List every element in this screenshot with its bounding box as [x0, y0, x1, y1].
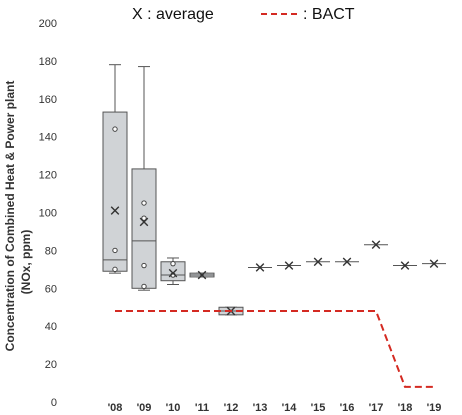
- box-data-point: [141, 215, 147, 221]
- y-axis-title-line1: Concentration of Combined Heat & Power p…: [3, 81, 17, 352]
- box-data-point: [112, 126, 118, 132]
- box-series: [102, 64, 244, 316]
- average-x-stroke: [255, 263, 265, 272]
- box-data-point: [141, 283, 147, 290]
- bact-series: [115, 310, 434, 388]
- y-tick-label: 200: [39, 18, 57, 30]
- y-tick-label: 60: [45, 283, 57, 295]
- x-tick-label: '19: [427, 402, 442, 414]
- x-axis: '08 '09 '10 '11 '12 '13 '14 '15 '16 '17 '18 '19: [108, 402, 442, 414]
- box-plot: [160, 257, 186, 286]
- bact-line: [115, 310, 434, 388]
- box-data-point: [112, 247, 118, 254]
- box-plot: [102, 64, 128, 274]
- y-tick-label: 20: [45, 359, 57, 371]
- average-marker: [393, 261, 417, 270]
- y-tick-label: 120: [39, 170, 57, 182]
- box-plot: [131, 66, 157, 291]
- average-x-stroke: [139, 217, 149, 227]
- y-tick-label: 80: [45, 245, 57, 257]
- average-marker: [139, 217, 149, 227]
- y-tick-label: 100: [39, 208, 57, 220]
- average-marker: [335, 257, 359, 267]
- y-tick-label: 160: [39, 94, 57, 106]
- average-marker: [248, 263, 272, 272]
- average-marker: [110, 206, 120, 215]
- x-tick-label: '13: [253, 402, 268, 414]
- x-tick-label: '18: [398, 402, 413, 414]
- y-axis-title-line2: (NOx, ppm): [19, 230, 33, 295]
- average-x-stroke: [429, 259, 439, 268]
- x-tick-label: '10: [166, 402, 181, 414]
- y-tick-label: 0: [51, 397, 57, 409]
- x-tick-label: '12: [224, 402, 239, 414]
- average-x-stroke: [168, 268, 178, 278]
- legend-bact-label: : BACT: [303, 6, 355, 23]
- average-marker: [277, 261, 301, 270]
- x-tick-label: '14: [282, 402, 298, 414]
- average-x-stroke: [371, 240, 381, 250]
- y-axis: 0 20 40 60 80 100 120 140 160 180 200: [39, 18, 57, 409]
- average-x-stroke: [342, 257, 352, 267]
- average-marker: [422, 259, 446, 268]
- average-marker: [197, 270, 207, 280]
- average-x-stroke: [284, 261, 294, 270]
- box-data-point: [112, 266, 118, 273]
- average-x-stroke: [313, 257, 323, 267]
- legend-average-label: X : average: [132, 6, 214, 23]
- average-markers: [110, 206, 446, 316]
- box-data-point: [141, 200, 147, 206]
- legend: X : average : BACT: [132, 6, 355, 23]
- x-tick-label: '11: [195, 402, 209, 414]
- box-iqr: [102, 111, 128, 272]
- y-tick-label: 40: [45, 321, 57, 333]
- average-marker: [306, 257, 330, 267]
- average-marker: [168, 268, 178, 278]
- box-iqr: [131, 168, 157, 289]
- average-marker: [364, 240, 388, 250]
- average-x-stroke: [400, 261, 410, 270]
- box-data-point: [170, 260, 176, 267]
- y-tick-label: 140: [39, 132, 57, 144]
- x-tick-label: '15: [311, 402, 326, 414]
- x-tick-label: '08: [108, 402, 123, 414]
- x-tick-label: '09: [137, 402, 152, 414]
- average-x-stroke: [110, 206, 120, 215]
- box-data-point: [141, 262, 147, 269]
- x-tick-label: '16: [340, 402, 355, 414]
- y-tick-label: 180: [39, 56, 57, 68]
- x-tick-label: '17: [369, 402, 384, 414]
- average-x-stroke: [197, 270, 207, 280]
